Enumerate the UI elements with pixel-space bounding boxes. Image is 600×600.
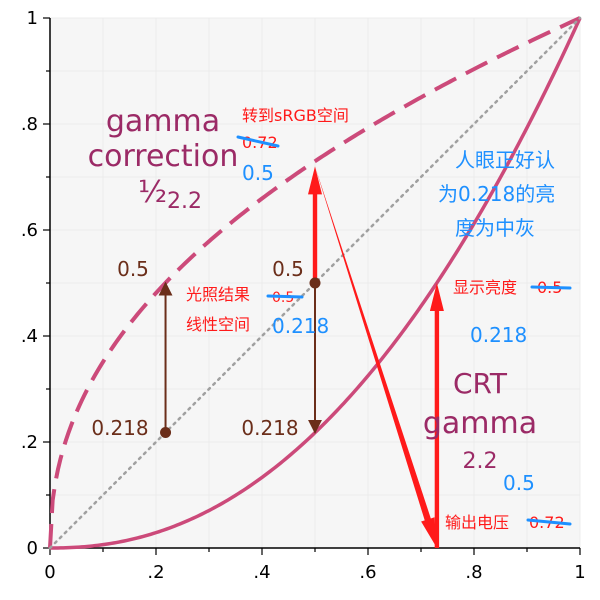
left-top-value: 0.5	[117, 257, 149, 281]
linear-new-value: 0.218	[272, 314, 329, 338]
gamma-correction-exponent-2: 2.2	[167, 189, 202, 214]
crt-title-2: gamma	[423, 406, 537, 441]
display-strike	[530, 285, 572, 290]
x-tick-label: .2	[147, 562, 164, 583]
x-tick-label: .8	[465, 562, 482, 583]
mid-top-value: 0.5	[272, 257, 304, 281]
gamma-correction-exponent-1: ½	[138, 175, 167, 210]
curve-encode	[48, 16, 581, 549]
arrow-red-vertical	[308, 166, 322, 283]
curve-identity	[48, 16, 582, 550]
data-point	[309, 277, 321, 289]
perceive-line-3: 度为中灰	[455, 216, 535, 240]
to-srgb-strike	[236, 135, 280, 148]
y-tick-label: .4	[21, 326, 38, 347]
y-tick-label: .2	[21, 432, 38, 453]
linear-label-1: 光照结果	[186, 285, 250, 304]
to-srgb-label: 转到sRGB空间	[242, 106, 349, 125]
data-point	[160, 426, 172, 438]
voltage-strike	[526, 518, 572, 526]
arrow-red-vertical	[429, 283, 444, 548]
left-bottom-value: 0.218	[91, 416, 148, 440]
y-tick-label: 0	[27, 538, 38, 559]
linear-old-value: 0.5	[272, 290, 294, 306]
voltage-label: 输出电压	[445, 513, 509, 532]
arrow-red-diagonal	[315, 166, 437, 548]
linear-strike	[266, 294, 304, 299]
y-tick-label: .6	[21, 220, 38, 241]
crt-title-1: CRT	[453, 367, 508, 400]
gamma-correction-title-1: gamma	[106, 104, 220, 139]
y-tick-label: .8	[21, 114, 38, 135]
axes	[43, 17, 581, 555]
x-tick-label: 0	[44, 562, 55, 583]
linear-label-2: 线性空间	[186, 315, 250, 334]
voltage-new-value: 0.5	[503, 471, 535, 495]
data-points	[160, 277, 321, 438]
crt-title-3: 2.2	[463, 449, 498, 474]
gamma-correction-title-2: correction	[88, 139, 239, 174]
arrows	[158, 166, 444, 548]
display-label: 显示亮度	[453, 278, 517, 297]
x-tick-label: 1	[574, 562, 585, 583]
x-tick-label: .6	[359, 562, 376, 583]
y-tick-label: 1	[27, 8, 38, 29]
x-tick-label: .4	[253, 562, 270, 583]
perceive-line-2: 为0.218的亮	[438, 182, 555, 206]
tick-labels: 0 .2 .4 .6 .8 1 0 .2 .4 .6 .8 1	[21, 8, 586, 583]
to-srgb-new-value: 0.5	[242, 161, 274, 185]
display-new-value: 0.218	[470, 323, 527, 347]
mid-bottom-value: 0.218	[241, 416, 298, 440]
perceive-line-1: 人眼正好认	[455, 148, 555, 172]
